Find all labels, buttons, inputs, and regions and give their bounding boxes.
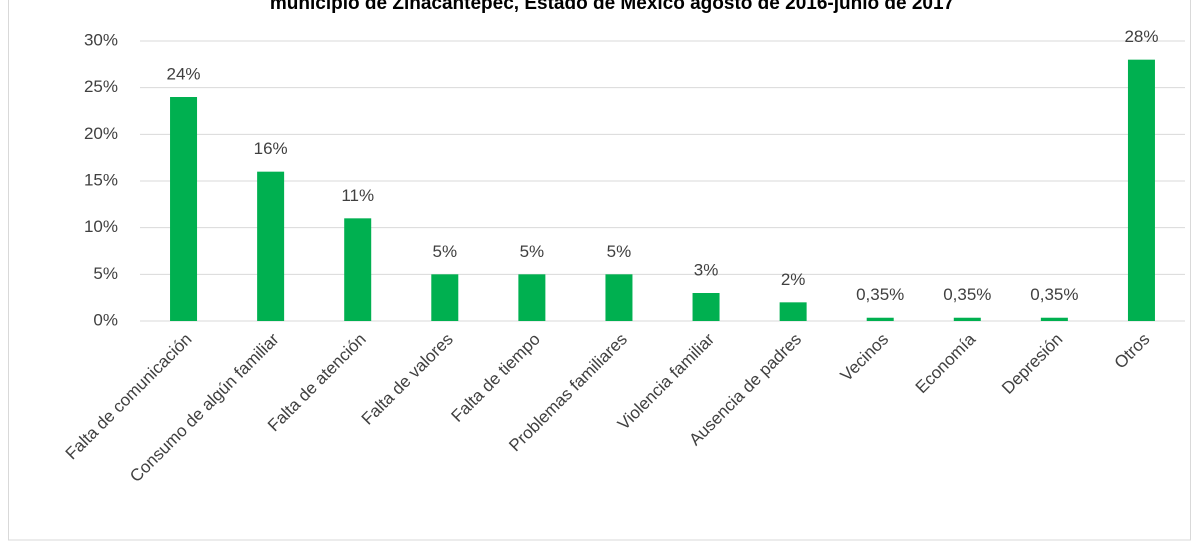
data-label: 16% [254,139,288,158]
x-tick-label: Depresión [998,330,1066,398]
data-label: 5% [433,242,458,261]
bar [953,317,981,321]
x-tick-label: Consumo de algún familiar [126,329,283,486]
x-tick-label: Otros [1111,330,1154,373]
data-label: 28% [1124,27,1158,46]
data-label: 5% [607,242,632,261]
y-tick-label: 5% [93,264,118,283]
bar [866,317,894,321]
x-tick-label: Falta de tiempo [448,330,544,426]
x-tick-label: Economía [912,329,980,397]
y-tick-label: 0% [93,310,118,329]
bar [692,293,720,321]
data-label: 0,35% [1030,285,1078,304]
chart-title: municipio de Zinacantepec, Estado de Méx… [270,0,954,14]
y-tick-label: 15% [84,170,118,189]
bar [170,97,198,321]
bar [344,218,372,321]
x-tick-label: Falta de valores [358,330,457,429]
data-label: 0,35% [856,285,904,304]
data-label: 0,35% [943,285,991,304]
data-label: 11% [341,186,374,205]
y-tick-label: 10% [84,217,118,236]
y-tick-label: 25% [84,77,118,96]
data-label: 5% [520,242,545,261]
bar [257,171,285,321]
chart-border [8,0,1191,541]
bar [518,274,546,321]
bar [1127,59,1155,322]
bar [779,302,807,321]
bar [431,274,459,321]
data-label: 2% [781,270,806,289]
y-tick-label: 30% [84,30,118,49]
data-label: 24% [167,64,201,83]
data-label: 3% [694,260,719,279]
bar [1040,317,1068,321]
x-tick-label: Vecinos [837,330,893,386]
bar [605,274,633,321]
y-tick-label: 20% [84,124,118,143]
